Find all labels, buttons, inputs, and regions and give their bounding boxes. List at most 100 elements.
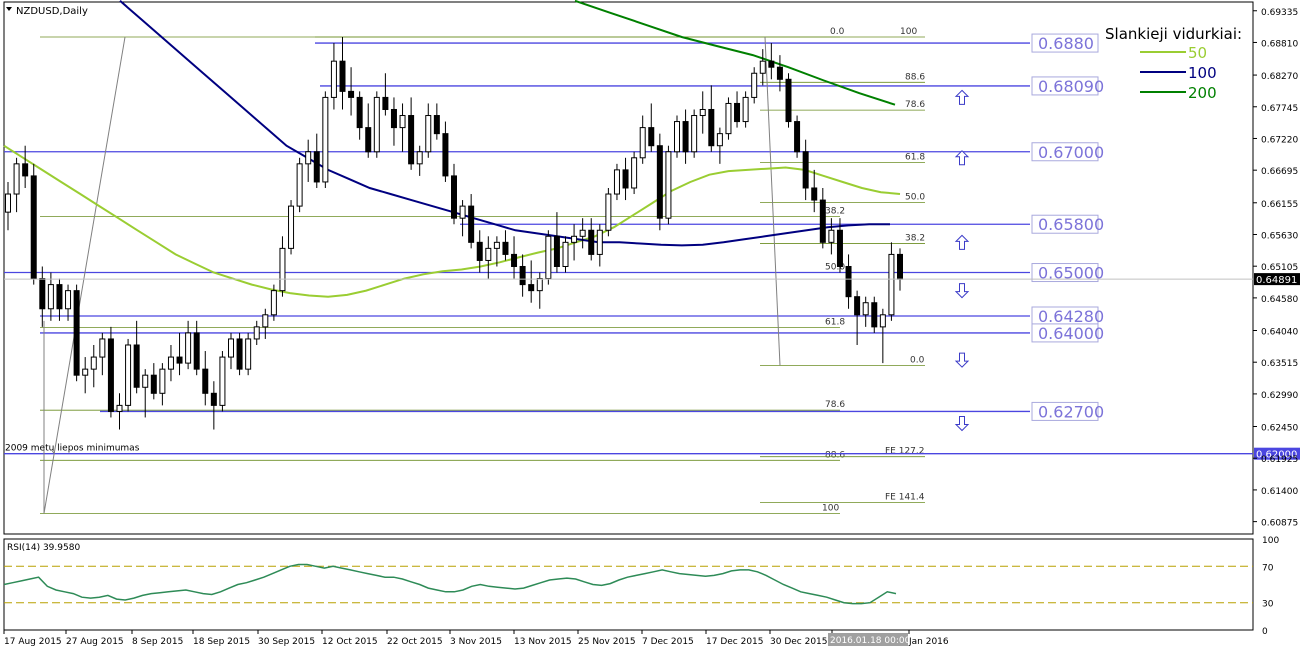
candle-body — [468, 205, 475, 243]
candle-body — [416, 151, 423, 165]
candle — [356, 91, 363, 140]
candle-body — [288, 205, 295, 249]
arrow-up-icon — [954, 234, 970, 250]
candle-body — [262, 314, 269, 328]
candle-body — [47, 284, 54, 310]
candle-body — [39, 278, 46, 310]
candle-body — [107, 338, 114, 412]
candle-body — [176, 356, 183, 364]
candle-body — [571, 235, 578, 243]
candle — [13, 157, 20, 213]
candle — [30, 163, 37, 285]
rsi-tick-label: 100 — [1262, 536, 1279, 546]
candle-body — [716, 133, 723, 147]
candle — [253, 320, 260, 345]
candle — [622, 157, 629, 201]
y-tick-label: 0.68810 — [1261, 39, 1298, 49]
candle — [159, 363, 166, 406]
y-tick-label: 0.67220 — [1261, 135, 1298, 145]
candle — [133, 320, 140, 394]
chart-title: NZDUSD,Daily — [16, 6, 88, 17]
candle — [365, 103, 372, 158]
candle — [674, 115, 680, 158]
rsi-line — [3, 563, 897, 605]
candle-body — [330, 60, 337, 98]
rsi-tick-label: 0 — [1262, 627, 1268, 637]
candle — [390, 97, 397, 146]
x-tick-label: 18 Sep 2015 — [193, 637, 250, 647]
candle-body — [56, 284, 63, 310]
price-tag-label: 0.62000 — [1256, 450, 1297, 461]
candle-body — [245, 338, 252, 370]
candle — [348, 67, 355, 116]
candle-body — [373, 96, 380, 153]
arrow-down-icon — [954, 283, 970, 299]
candle-body — [674, 121, 680, 153]
candle — [819, 187, 826, 249]
candle-body — [708, 108, 715, 147]
x-tick-label: 17 Dec 2015 — [706, 637, 764, 647]
candle-body — [305, 151, 312, 165]
y-tick-label: 0.65105 — [1261, 263, 1298, 273]
candle-body — [451, 175, 457, 219]
candle — [699, 91, 706, 134]
candle-body — [682, 121, 689, 153]
candle-body — [648, 127, 655, 147]
candle — [571, 224, 578, 261]
fib-level-label: 50.0 — [905, 192, 925, 202]
candle-body — [193, 332, 200, 370]
candle — [776, 55, 783, 92]
y-tick-label: 0.65630 — [1261, 231, 1298, 241]
level-label-box — [1031, 142, 1099, 162]
candle-body — [768, 60, 775, 68]
candle — [322, 91, 329, 188]
candle-body — [73, 290, 80, 376]
moving-average-line — [574, 0, 896, 106]
candle — [202, 351, 209, 406]
candle — [176, 332, 183, 376]
y-tick-label: 0.62450 — [1261, 424, 1298, 434]
candle — [210, 381, 217, 430]
candle — [631, 151, 638, 195]
moving-average-line — [3, 144, 901, 298]
candle-body — [751, 72, 758, 98]
current-price-tag-bg — [1254, 273, 1300, 286]
candle-body — [82, 368, 89, 376]
candle-body — [656, 145, 663, 219]
y-tick-label: 0.64040 — [1261, 327, 1298, 337]
candle — [73, 284, 80, 382]
candle-body — [210, 392, 217, 406]
fib-level-label: 100 — [900, 27, 917, 37]
candle — [665, 145, 672, 225]
candle — [828, 218, 835, 255]
candle-body — [90, 356, 97, 370]
candle — [245, 332, 252, 376]
candle — [116, 393, 123, 430]
candle — [90, 344, 97, 388]
rsi-title: RSI(14) 39.9580 — [7, 543, 80, 553]
candle — [502, 230, 509, 261]
candle — [65, 284, 72, 321]
x-tick-label: 3 Nov 2015 — [450, 637, 502, 647]
candle-body — [879, 314, 886, 328]
candle — [536, 272, 543, 309]
candle-body — [605, 193, 612, 231]
candle-body — [202, 368, 209, 394]
candle-body — [425, 115, 432, 153]
candle-body — [588, 229, 595, 255]
candle-body — [348, 90, 355, 98]
candle — [433, 103, 440, 140]
candle-body — [502, 241, 509, 255]
y-tick-label: 0.66155 — [1261, 200, 1298, 210]
candle — [262, 308, 269, 339]
x-tick-label: 17 Aug 2015 — [4, 637, 62, 647]
candle — [682, 109, 689, 164]
candle — [691, 109, 698, 158]
candle — [442, 121, 449, 182]
level-label-box — [1031, 33, 1099, 53]
candle — [768, 43, 775, 80]
candle — [493, 236, 500, 267]
fib-level-label: 88.6 — [825, 450, 845, 460]
y-tick-label: 0.63515 — [1261, 359, 1298, 369]
